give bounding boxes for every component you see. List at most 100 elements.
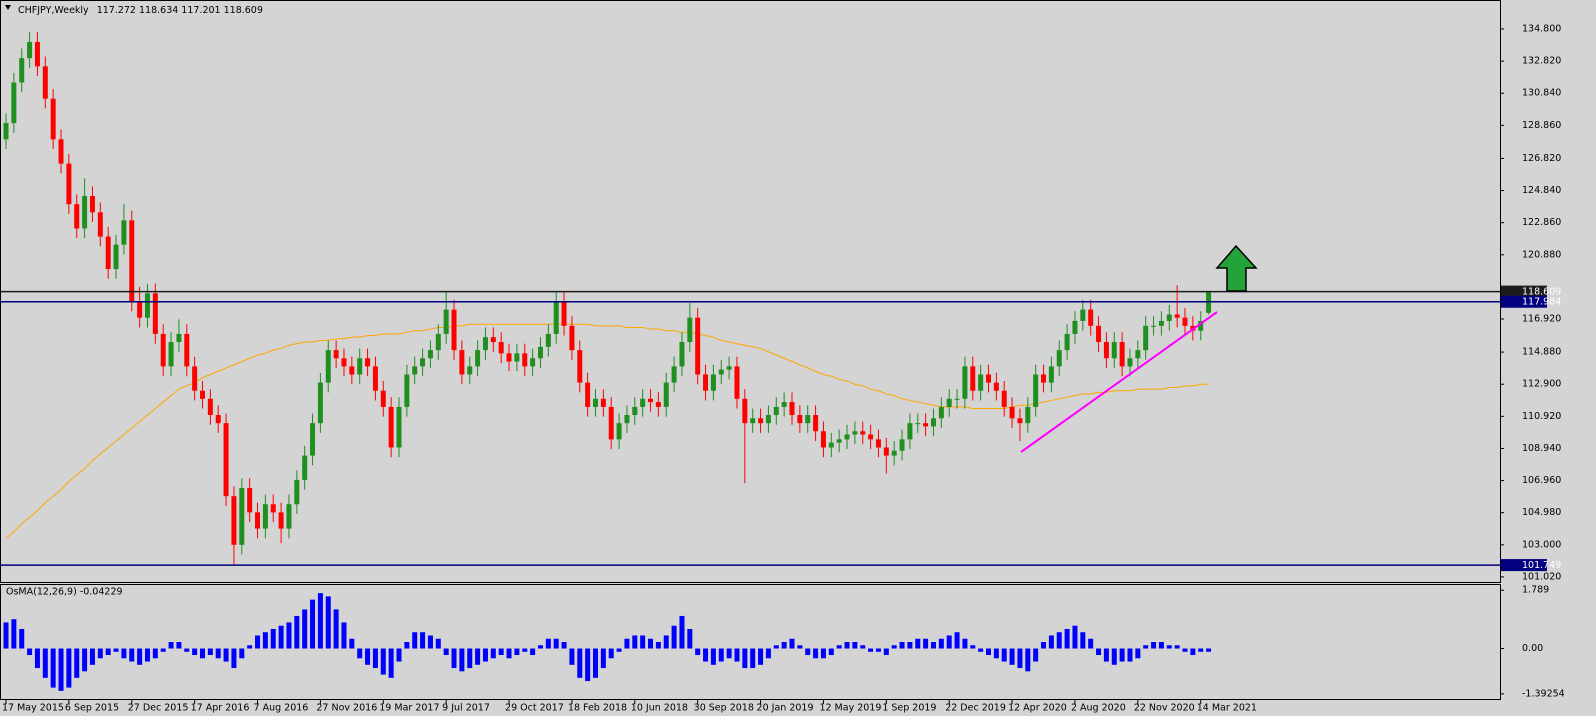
osc-bar — [1190, 648, 1196, 656]
candle-body — [34, 41, 40, 67]
candle-body — [624, 415, 630, 424]
osc-bar — [200, 648, 205, 659]
candle-body — [1033, 374, 1039, 407]
candle-body — [286, 504, 292, 529]
candle-body — [632, 406, 638, 416]
osc-bar — [262, 632, 268, 649]
level-label: 118.609 — [1522, 287, 1561, 298]
candle-body — [160, 333, 166, 367]
osc-bar — [1048, 635, 1054, 649]
osc-bar — [773, 645, 779, 649]
candle-body — [3, 123, 9, 140]
candle-body — [1064, 333, 1070, 351]
osc-bar — [868, 648, 874, 652]
osc-bar — [247, 645, 253, 649]
candle-body — [875, 439, 881, 448]
candle-body — [907, 423, 913, 440]
osc-bar — [883, 648, 889, 656]
candle-body — [467, 366, 473, 375]
osc-bar — [498, 648, 504, 656]
y-tick-label: 134.800 — [1522, 23, 1561, 34]
candle-body — [844, 434, 850, 440]
x-tick-label: 1 Sep 2019 — [882, 703, 936, 714]
x-tick-label: 10 Jun 2018 — [631, 703, 688, 714]
osc-bar — [828, 648, 834, 656]
candle-body — [325, 350, 331, 383]
candle-body — [152, 293, 158, 334]
osc-bar — [695, 648, 701, 656]
osc-bar — [380, 648, 386, 675]
candle-body — [687, 317, 693, 343]
osc-bar — [1135, 648, 1141, 659]
candle-body — [695, 317, 701, 375]
osc-bar — [1206, 648, 1212, 652]
y-tick-label: 110.920 — [1522, 411, 1561, 422]
osc-bar — [459, 648, 465, 672]
candle-body — [176, 333, 182, 343]
candle-body — [42, 66, 48, 99]
osc-bar — [396, 648, 402, 662]
candle-body — [986, 374, 991, 383]
osc-bar — [3, 622, 9, 649]
candle-body — [1072, 320, 1078, 334]
osc-bar — [365, 648, 371, 665]
osc-bar — [482, 648, 488, 662]
osc-bar — [1103, 648, 1109, 662]
osc-bar — [899, 642, 905, 649]
osc-bar — [781, 642, 787, 649]
osc-bar — [923, 638, 929, 649]
level-label: 117.984 — [1522, 297, 1561, 308]
osc-bar — [545, 638, 551, 649]
osc-bar — [420, 632, 426, 649]
osc-bar — [152, 648, 158, 659]
osc-bar — [467, 648, 473, 669]
candle-body — [333, 350, 339, 359]
osc-bar — [137, 648, 143, 665]
osc-bar — [1174, 645, 1180, 649]
y-tick-label: 120.880 — [1522, 249, 1561, 260]
osc-bar — [860, 645, 866, 649]
osc-bar — [758, 648, 764, 665]
osc-bar — [341, 622, 347, 649]
candle-body — [168, 342, 174, 367]
y-tick-label: 124.840 — [1522, 185, 1561, 196]
osc-bar — [632, 635, 638, 649]
candle-body — [1111, 342, 1117, 359]
x-tick-label: 29 Oct 2017 — [505, 703, 564, 714]
menu-triangle — [5, 5, 11, 10]
candle-body — [655, 402, 661, 407]
y-tick-label: 130.840 — [1522, 88, 1561, 99]
candle-body — [718, 369, 724, 375]
candle-body — [663, 382, 669, 407]
candle-body — [11, 82, 17, 124]
candle-body — [317, 382, 323, 424]
candle-body — [789, 402, 795, 416]
osc-bar — [663, 635, 669, 649]
candle-body — [365, 358, 371, 367]
candle-body — [215, 415, 221, 424]
candle-body — [396, 406, 402, 448]
osc-bar — [278, 625, 284, 649]
osc-bar — [302, 609, 308, 649]
y-tick-label: 108.940 — [1522, 443, 1561, 454]
osc-bar — [1143, 645, 1149, 649]
osc-bar — [993, 648, 999, 659]
candle-body — [537, 346, 543, 359]
y-tick-label: 116.920 — [1522, 314, 1561, 325]
osc-bar — [1158, 642, 1164, 649]
chart-header: CHFJPY,Weekly 117.272 118.634 117.201 118… — [18, 5, 263, 16]
osc-bar — [105, 648, 111, 656]
candle-body — [962, 366, 968, 399]
candle-body — [1198, 320, 1204, 331]
osc-bar — [427, 635, 433, 649]
x-tick-label: 18 Feb 2018 — [568, 703, 627, 714]
candle-body — [129, 220, 135, 302]
y-tick-label: 128.860 — [1522, 120, 1561, 131]
candle-body — [372, 366, 378, 391]
osc-bar — [82, 648, 88, 672]
candle-body — [522, 353, 528, 367]
osc-bar — [310, 599, 316, 649]
osc-bar — [1033, 648, 1039, 662]
candle-body — [679, 342, 685, 367]
